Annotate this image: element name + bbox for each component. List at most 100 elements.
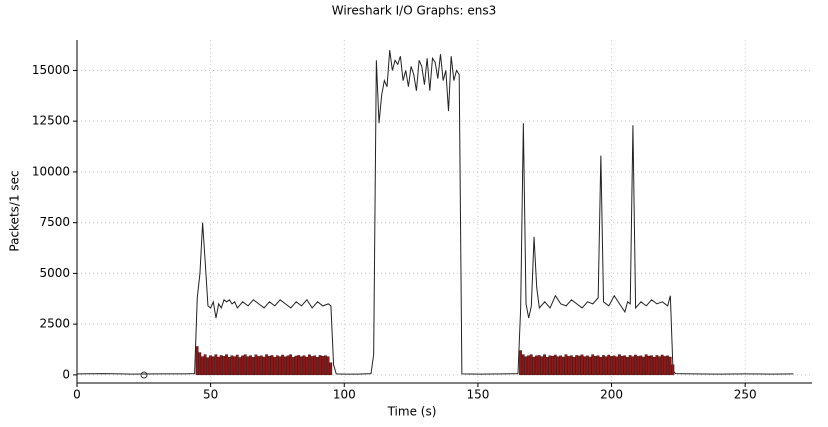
y-tick-label: 7500 bbox=[39, 215, 70, 229]
bar bbox=[540, 356, 544, 376]
bar bbox=[623, 355, 627, 376]
bar bbox=[644, 354, 648, 376]
bar bbox=[596, 355, 600, 376]
bar bbox=[628, 355, 632, 376]
y-tick-label: 10000 bbox=[32, 164, 70, 178]
bar bbox=[326, 356, 330, 376]
bar bbox=[658, 356, 661, 376]
bar bbox=[655, 355, 659, 376]
x-tick-label: 150 bbox=[466, 388, 489, 402]
bar bbox=[567, 356, 571, 376]
bar bbox=[257, 356, 261, 376]
bar bbox=[529, 354, 533, 376]
bar bbox=[663, 356, 667, 376]
bar bbox=[548, 355, 552, 376]
bar bbox=[243, 354, 247, 376]
bar bbox=[286, 355, 290, 376]
bar bbox=[593, 356, 597, 376]
bar bbox=[626, 357, 629, 376]
bar bbox=[302, 355, 306, 376]
bar bbox=[607, 354, 611, 376]
bar bbox=[564, 354, 568, 376]
bar bbox=[545, 357, 549, 376]
bar bbox=[636, 356, 640, 376]
bar bbox=[249, 355, 252, 376]
y-tick-label: 2500 bbox=[39, 317, 70, 331]
bar bbox=[521, 354, 525, 376]
x-tick-label: 200 bbox=[600, 388, 623, 402]
y-tick-label: 15000 bbox=[32, 63, 70, 77]
y-tick-label: 0 bbox=[62, 367, 70, 381]
bar bbox=[647, 355, 651, 376]
bar bbox=[246, 356, 250, 376]
bar bbox=[583, 356, 587, 376]
bar bbox=[666, 355, 669, 376]
bar bbox=[650, 355, 653, 376]
bar bbox=[254, 354, 258, 376]
bar bbox=[294, 355, 298, 376]
bar bbox=[577, 355, 581, 376]
bar bbox=[203, 354, 207, 376]
y-axis-label: Packets/1 sec bbox=[8, 170, 22, 251]
bar bbox=[241, 355, 244, 376]
bar bbox=[652, 357, 656, 376]
bar bbox=[233, 356, 236, 376]
y-tick-label: 5000 bbox=[39, 266, 70, 280]
bar bbox=[585, 355, 589, 376]
bar bbox=[211, 356, 215, 376]
bar bbox=[519, 350, 522, 376]
bar bbox=[227, 357, 231, 376]
x-tick-label: 0 bbox=[73, 388, 81, 402]
bar bbox=[230, 355, 234, 376]
bar bbox=[599, 357, 603, 376]
x-tick-label: 50 bbox=[203, 388, 218, 402]
bar bbox=[634, 354, 637, 376]
bar bbox=[222, 356, 226, 376]
bar bbox=[535, 355, 538, 376]
x-tick-label: 100 bbox=[333, 388, 356, 402]
bar bbox=[316, 357, 319, 376]
bar bbox=[275, 355, 279, 376]
y-tick-label: 12500 bbox=[32, 114, 70, 128]
bar bbox=[591, 354, 595, 376]
bar bbox=[660, 354, 664, 376]
bar bbox=[262, 356, 266, 376]
bar bbox=[601, 355, 605, 376]
bar bbox=[559, 355, 563, 376]
bar bbox=[671, 364, 675, 376]
bar bbox=[273, 357, 277, 376]
bar bbox=[318, 355, 322, 376]
bar bbox=[209, 355, 212, 376]
line bbox=[76, 50, 794, 375]
bar bbox=[305, 356, 309, 376]
bar bbox=[537, 355, 541, 376]
bar bbox=[267, 356, 271, 376]
bar bbox=[201, 356, 204, 376]
bar bbox=[291, 357, 295, 376]
bar bbox=[612, 355, 616, 376]
bar bbox=[198, 352, 202, 376]
bar bbox=[259, 355, 263, 376]
bar bbox=[553, 354, 557, 376]
bar bbox=[575, 355, 579, 376]
bar bbox=[561, 356, 565, 376]
bar bbox=[543, 354, 546, 376]
x-axis-label: Time (s) bbox=[387, 405, 437, 419]
bar bbox=[289, 354, 293, 376]
bar bbox=[297, 355, 301, 376]
bar bbox=[225, 354, 228, 376]
bar bbox=[551, 356, 555, 376]
bar bbox=[307, 354, 311, 376]
bar bbox=[580, 354, 584, 376]
bar bbox=[299, 356, 303, 376]
bar bbox=[217, 356, 220, 376]
bar bbox=[569, 355, 573, 376]
bar bbox=[219, 355, 223, 376]
bar bbox=[283, 356, 287, 376]
bar bbox=[278, 356, 282, 376]
bar bbox=[556, 356, 560, 376]
bar bbox=[524, 356, 528, 376]
bar bbox=[329, 362, 333, 376]
bar bbox=[251, 357, 255, 376]
